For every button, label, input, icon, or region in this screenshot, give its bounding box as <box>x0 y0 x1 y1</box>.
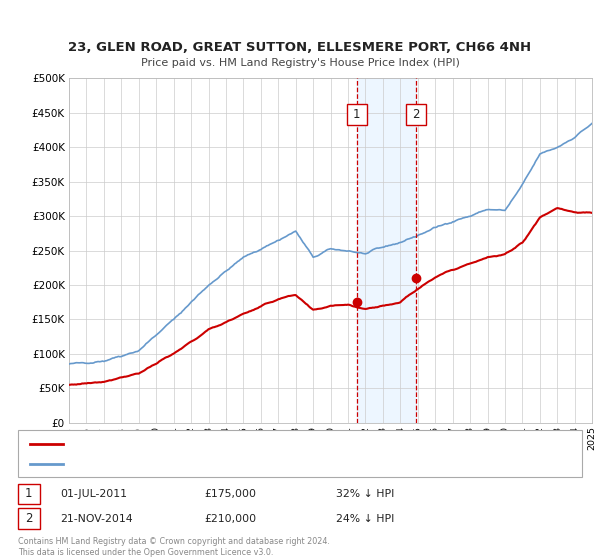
Text: £175,000: £175,000 <box>204 489 256 499</box>
Text: HPI: Average price, detached house, Cheshire West and Chester: HPI: Average price, detached house, Ches… <box>72 459 358 469</box>
Text: 1: 1 <box>353 108 361 122</box>
Text: Contains HM Land Registry data © Crown copyright and database right 2024.: Contains HM Land Registry data © Crown c… <box>18 537 330 546</box>
Text: 01-JUL-2011: 01-JUL-2011 <box>60 489 127 499</box>
Text: 23, GLEN ROAD, GREAT SUTTON, ELLESMERE PORT, CH66 4NH: 23, GLEN ROAD, GREAT SUTTON, ELLESMERE P… <box>68 41 532 54</box>
Text: 1: 1 <box>25 487 32 501</box>
Text: This data is licensed under the Open Government Licence v3.0.: This data is licensed under the Open Gov… <box>18 548 274 557</box>
Text: 2: 2 <box>25 512 32 525</box>
Text: Price paid vs. HM Land Registry's House Price Index (HPI): Price paid vs. HM Land Registry's House … <box>140 58 460 68</box>
Text: 24% ↓ HPI: 24% ↓ HPI <box>336 514 394 524</box>
Text: £210,000: £210,000 <box>204 514 256 524</box>
Text: 21-NOV-2014: 21-NOV-2014 <box>60 514 133 524</box>
Text: 23, GLEN ROAD, GREAT SUTTON, ELLESMERE PORT, CH66 4NH (detached house): 23, GLEN ROAD, GREAT SUTTON, ELLESMERE P… <box>72 440 432 449</box>
Text: 2: 2 <box>412 108 420 122</box>
Text: 32% ↓ HPI: 32% ↓ HPI <box>336 489 394 499</box>
Bar <box>357 78 416 423</box>
